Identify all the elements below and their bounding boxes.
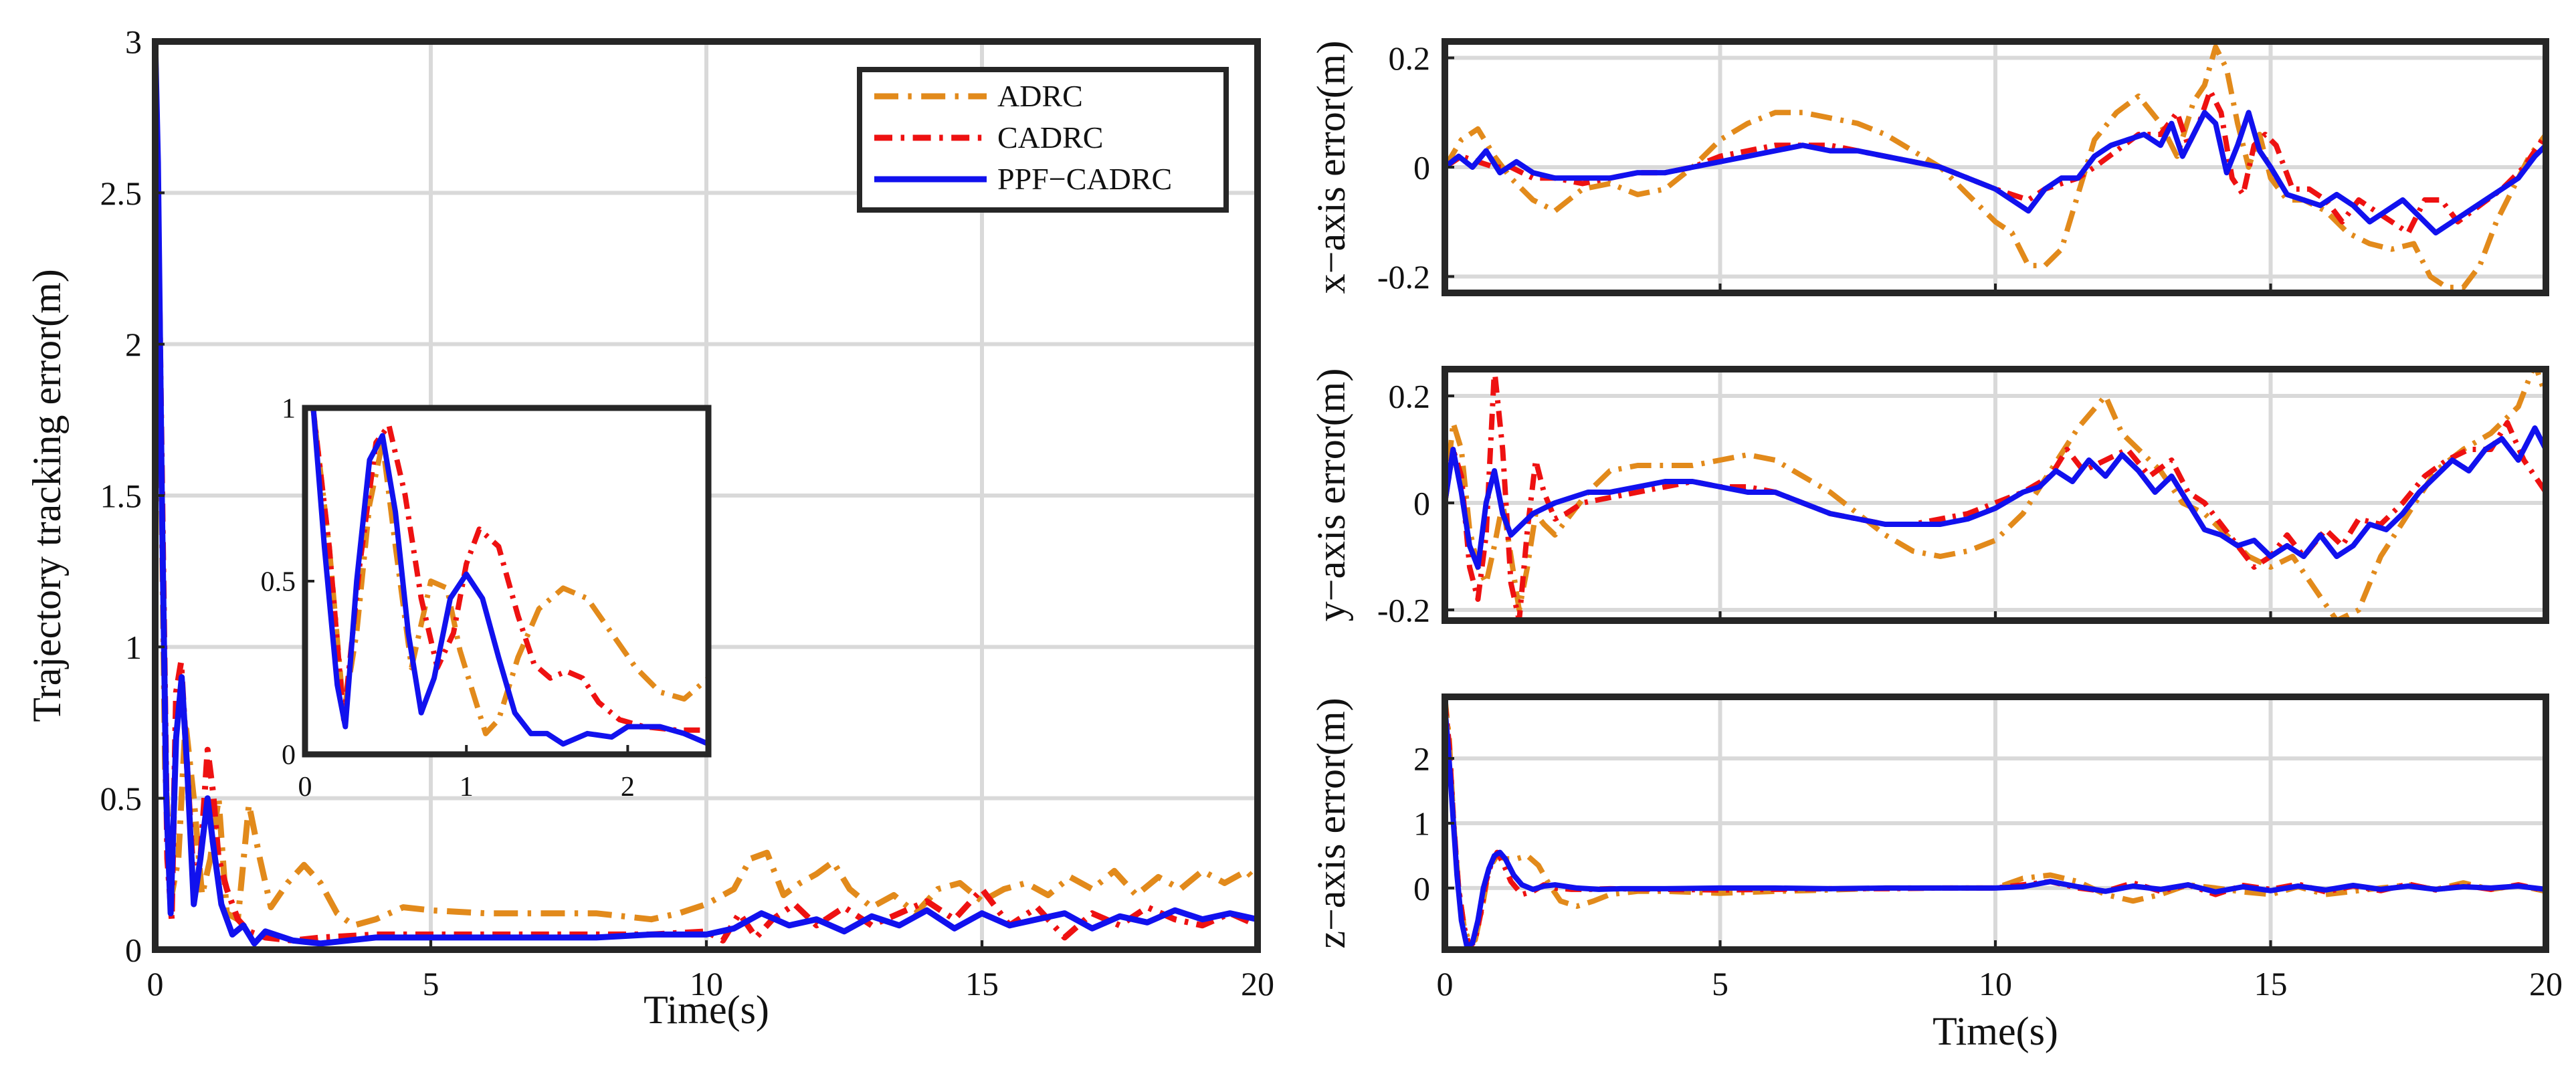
y-axis-series-group bbox=[1445, 369, 2546, 621]
z-axis-series-line-2 bbox=[1445, 706, 2546, 950]
x-axis-series-line-0 bbox=[1445, 44, 2546, 290]
main-series-line-0 bbox=[155, 41, 1258, 929]
main-xtick-label-2: 10 bbox=[690, 965, 723, 1002]
main-x-axis-label: Time(s) bbox=[643, 988, 769, 1032]
z-axis-xtick-label-2: 10 bbox=[1979, 965, 2012, 1002]
z-axis-y-axis-label: z−axis error(m) bbox=[1309, 698, 1353, 948]
inset-series-line-0 bbox=[310, 408, 708, 736]
z-axis-x-axis-label: Time(s) bbox=[1933, 1009, 2058, 1053]
chart-x-axis: -0.2 0 0.2 x−axis error(m) bbox=[1309, 38, 2549, 296]
z-axis-series-line-0 bbox=[1445, 697, 2546, 946]
inset-xtick-label-1: 1 bbox=[460, 772, 474, 802]
z-axis-xtick-label-1: 5 bbox=[1712, 965, 1728, 1002]
y-axis-y-axis-label: y−axis error(m) bbox=[1309, 368, 1353, 622]
inset-frame bbox=[302, 405, 712, 758]
main-ytick-label-2: 1 bbox=[125, 629, 142, 666]
legend-label-2: PPF−CADRC bbox=[997, 162, 1172, 196]
main-series-group bbox=[155, 41, 1258, 947]
inset-ytick-label-1: 0.5 bbox=[261, 567, 296, 598]
main-ytick-label-5: 2.5 bbox=[100, 175, 142, 212]
x-axis-ytick-label-2: 0.2 bbox=[1389, 39, 1431, 77]
z-axis-xtick-label-3: 15 bbox=[2254, 965, 2288, 1002]
y-axis-ytick-label-0: -0.2 bbox=[1377, 592, 1430, 629]
legend-label-0: ADRC bbox=[997, 79, 1083, 113]
main-ytick-label-4: 2 bbox=[125, 326, 142, 363]
chart-inset: 0 1 2 0 0.5 1 bbox=[261, 394, 712, 802]
y-axis-series-line-0 bbox=[1445, 369, 2546, 621]
z-axis-xtick-label-4: 20 bbox=[2529, 965, 2563, 1002]
y-axis-ytick-label-1: 0 bbox=[1413, 485, 1430, 522]
inset-xtick-label-2: 2 bbox=[621, 772, 635, 802]
main-xtick-label-3: 15 bbox=[965, 965, 999, 1002]
x-axis-y-axis-label: x−axis error(m) bbox=[1309, 41, 1353, 294]
inset-ytick-label-0: 0 bbox=[282, 740, 296, 771]
main-frame bbox=[152, 38, 1261, 953]
main-xtick-label-0: 0 bbox=[147, 965, 164, 1002]
x-axis-series-line-2 bbox=[1445, 110, 2546, 236]
y-axis-ytick-label-2: 0.2 bbox=[1389, 378, 1431, 415]
y-axis-frame bbox=[1442, 366, 2549, 624]
main-series-line-2 bbox=[155, 41, 1258, 947]
main-ytick-label-1: 0.5 bbox=[100, 780, 142, 817]
inset-xtick-label-0: 0 bbox=[298, 772, 312, 802]
inset-ytick-label-2: 1 bbox=[282, 394, 296, 425]
inset-series-line-1 bbox=[310, 408, 708, 733]
legend: ADRC CADRC PPF−CADRC bbox=[857, 67, 1229, 213]
x-axis-frame bbox=[1442, 38, 2549, 296]
inset-series-line-2 bbox=[310, 408, 708, 747]
inset-series-group bbox=[310, 408, 708, 747]
z-axis-xtick-label-0: 0 bbox=[1437, 965, 1454, 1002]
y-axis-series-line-1 bbox=[1445, 369, 2546, 621]
y-axis-series-line-2 bbox=[1445, 425, 2546, 570]
z-axis-frame bbox=[1442, 693, 2549, 953]
chart-z-axis: 0 5 10 15 20 0 1 2 Time(s) z−axis error(m) bbox=[1309, 693, 2563, 1053]
main-xtick-label-4: 20 bbox=[1241, 965, 1274, 1002]
chart-y-axis: -0.2 0 0.2 y−axis error(m) bbox=[1309, 366, 2549, 629]
main-ytick-label-3: 1.5 bbox=[100, 477, 142, 515]
x-axis-ytick-label-1: 0 bbox=[1413, 149, 1430, 187]
main-y-axis-label: Trajectory tracking error(m) bbox=[25, 269, 69, 722]
z-axis-ytick-label-0: 0 bbox=[1413, 869, 1430, 907]
x-axis-ytick-label-0: -0.2 bbox=[1377, 258, 1430, 296]
z-axis-series-group bbox=[1445, 697, 2546, 950]
main-ytick-label-0: 0 bbox=[125, 932, 142, 969]
legend-label-1: CADRC bbox=[997, 120, 1103, 154]
z-axis-ytick-label-2: 2 bbox=[1413, 740, 1430, 778]
x-axis-series-group bbox=[1445, 44, 2546, 290]
main-xtick-label-1: 5 bbox=[423, 965, 439, 1002]
main-ytick-label-6: 3 bbox=[125, 23, 142, 61]
z-axis-ytick-label-1: 1 bbox=[1413, 805, 1430, 843]
